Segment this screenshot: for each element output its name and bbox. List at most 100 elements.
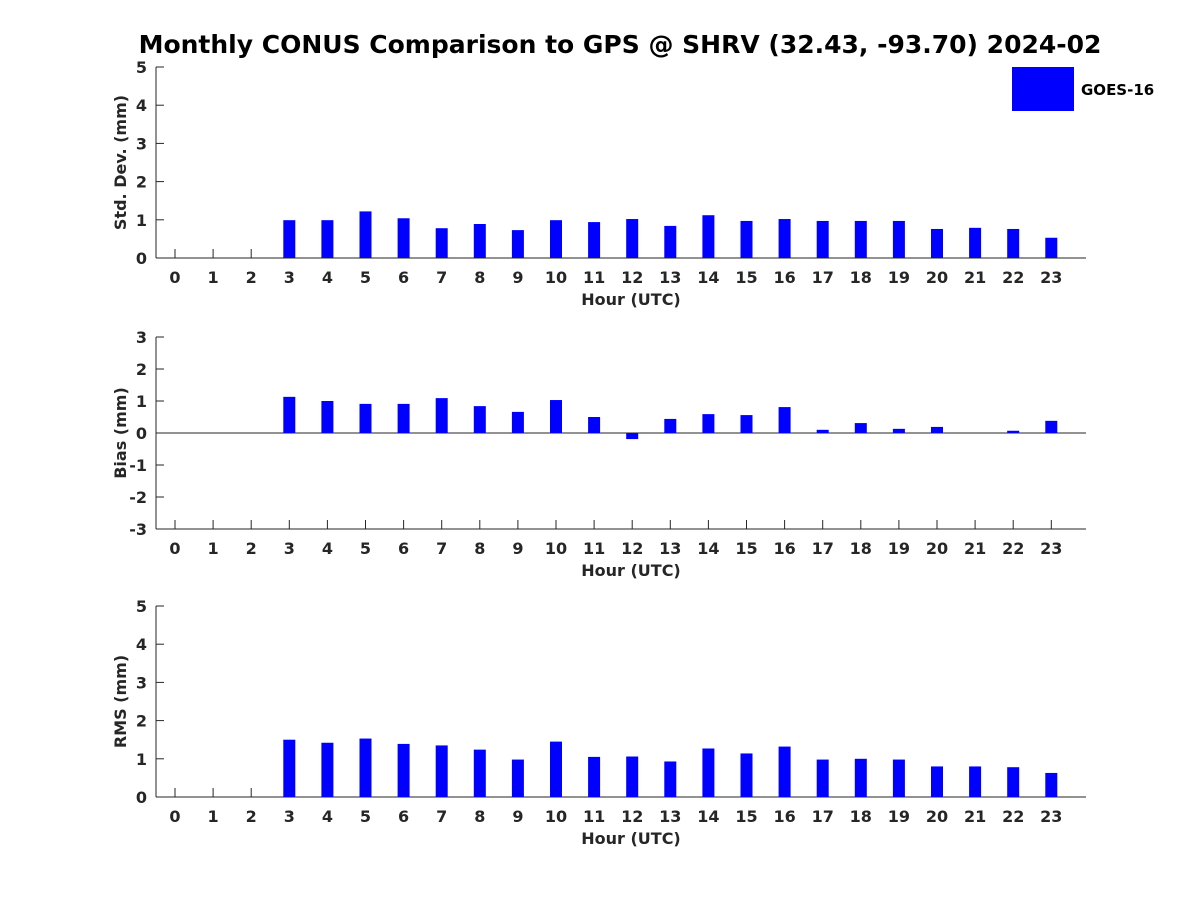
bar (321, 742, 334, 797)
x-tick-label: 5 (360, 807, 371, 826)
legend-label: GOES-16 (1081, 81, 1155, 99)
y-tick-label: -2 (129, 488, 147, 507)
bar (740, 220, 753, 258)
bar (473, 224, 486, 258)
x-tick-label: 10 (545, 539, 567, 558)
bar (931, 766, 943, 797)
x-tick-label: 7 (436, 268, 447, 287)
bar (969, 766, 982, 797)
bar (321, 220, 334, 258)
x-tick-label: 17 (812, 539, 834, 558)
x-tick-label: 11 (583, 268, 605, 287)
bar (550, 400, 562, 433)
x-tick-label: 17 (812, 807, 834, 826)
x-tick-label: 17 (812, 268, 834, 287)
bar (816, 220, 829, 258)
bar (816, 429, 829, 433)
x-tick-label: 9 (512, 268, 523, 287)
bar (511, 230, 524, 258)
y-axis-label: Std. Dev. (mm) (111, 95, 130, 230)
x-tick-label: 7 (436, 539, 447, 558)
bar (588, 756, 601, 797)
bar (664, 418, 677, 433)
bar (931, 426, 943, 433)
bar (892, 428, 905, 433)
x-tick-label: 21 (964, 268, 986, 287)
x-tick-label: 11 (583, 807, 605, 826)
bar (1045, 420, 1058, 433)
bar (397, 743, 410, 797)
x-axis-label: Hour (UTC) (581, 561, 681, 580)
bar (854, 220, 867, 258)
y-tick-label: 3 (136, 673, 147, 692)
x-tick-label: 5 (360, 539, 371, 558)
bar (664, 761, 677, 797)
bar (1045, 772, 1058, 797)
x-tick-label: 4 (322, 268, 333, 287)
bar (588, 222, 601, 258)
x-tick-label: 23 (1040, 268, 1062, 287)
y-tick-label: 1 (136, 750, 147, 769)
x-tick-label: 19 (888, 807, 910, 826)
x-tick-label: 0 (169, 539, 180, 558)
y-tick-label: -1 (129, 456, 147, 475)
x-tick-label: 14 (697, 807, 719, 826)
x-tick-label: 22 (1002, 539, 1024, 558)
x-tick-label: 13 (659, 807, 681, 826)
x-axis-label: Hour (UTC) (581, 829, 681, 848)
x-tick-label: 18 (850, 268, 872, 287)
bar (321, 401, 334, 433)
x-tick-label: 6 (398, 539, 409, 558)
x-tick-label: 4 (322, 539, 333, 558)
x-tick-label: 12 (621, 268, 643, 287)
bar (283, 396, 296, 433)
bar (854, 423, 867, 433)
x-tick-label: 13 (659, 268, 681, 287)
y-tick-label: 3 (136, 328, 147, 347)
y-tick-label: 2 (136, 712, 147, 731)
x-tick-label: 16 (773, 268, 795, 287)
bar (626, 433, 639, 440)
y-tick-label: 3 (136, 134, 147, 153)
bar (1007, 228, 1020, 258)
x-tick-label: 1 (208, 807, 219, 826)
x-tick-label: 20 (926, 268, 948, 287)
x-tick-label: 19 (888, 268, 910, 287)
x-tick-label: 16 (773, 807, 795, 826)
bar (969, 227, 982, 258)
bar (511, 759, 524, 797)
x-tick-label: 9 (512, 807, 523, 826)
bar (740, 415, 753, 433)
bar (816, 759, 829, 797)
x-tick-label: 10 (545, 268, 567, 287)
bar (740, 753, 753, 797)
y-axis-label: RMS (mm) (111, 655, 130, 748)
y-tick-label: 4 (136, 96, 147, 115)
x-axis-label: Hour (UTC) (581, 290, 681, 309)
x-tick-label: 9 (512, 539, 523, 558)
x-tick-label: 20 (926, 807, 948, 826)
legend-swatch (1012, 67, 1074, 111)
x-tick-label: 0 (169, 807, 180, 826)
x-tick-label: 4 (322, 807, 333, 826)
x-tick-label: 2 (246, 268, 257, 287)
x-tick-label: 15 (735, 539, 757, 558)
x-tick-label: 2 (246, 807, 257, 826)
x-tick-label: 19 (888, 539, 910, 558)
x-tick-label: 14 (697, 268, 719, 287)
bar (778, 746, 791, 797)
y-tick-label: 4 (136, 635, 147, 654)
y-tick-label: 0 (136, 249, 147, 268)
bar (702, 748, 715, 797)
bar (778, 219, 791, 258)
x-tick-label: 2 (246, 539, 257, 558)
x-tick-label: 23 (1040, 539, 1062, 558)
x-tick-label: 3 (284, 807, 295, 826)
x-tick-label: 8 (474, 807, 485, 826)
x-tick-label: 7 (436, 807, 447, 826)
bar (626, 756, 639, 797)
x-tick-label: 6 (398, 807, 409, 826)
bar (473, 406, 486, 433)
